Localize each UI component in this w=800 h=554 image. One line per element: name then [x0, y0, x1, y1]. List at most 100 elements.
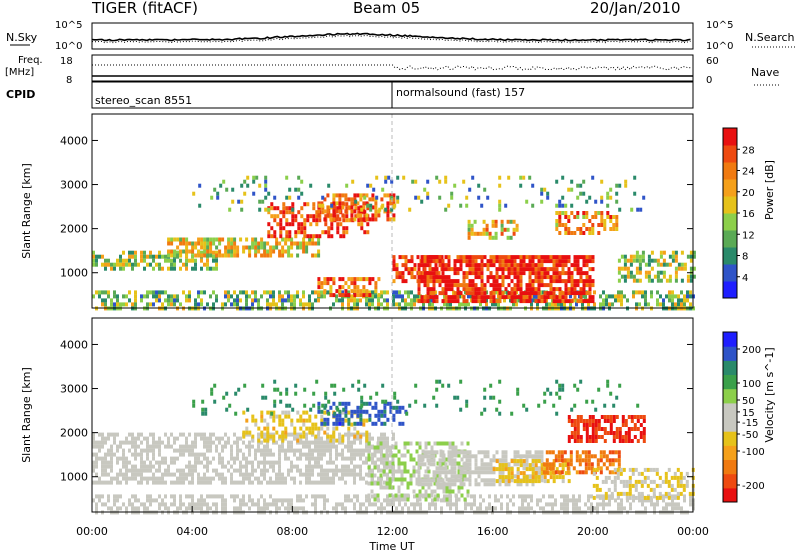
heatmap-cell: [637, 479, 641, 484]
heatmap-cell: [600, 219, 604, 223]
heatmap-cell: [388, 445, 392, 450]
heatmap-cell: [365, 434, 369, 439]
heatmap-cell: [392, 294, 395, 299]
heatmap-cell: [413, 302, 416, 307]
heatmap-cell: [218, 476, 221, 481]
heatmap-cell: [107, 432, 110, 437]
heatmap-cell: [368, 298, 371, 303]
heatmap-cell: [258, 183, 262, 188]
heatmap-cell: [264, 395, 268, 400]
heatmap-cell: [95, 460, 98, 465]
heatmap-cell: [642, 195, 646, 200]
heatmap-cell: [391, 453, 395, 458]
heatmap-cell: [299, 452, 302, 457]
heatmap-cell: [272, 249, 276, 254]
heatmap-cell: [155, 294, 158, 299]
heatmap-cell: [579, 255, 583, 260]
heatmap-cell: [158, 254, 161, 259]
heatmap-cell: [320, 456, 323, 461]
nsky-panel: N.Sky 10^5 10^0 10^5 10^0 N.Search: [6, 20, 795, 52]
heatmap-cell: [542, 494, 545, 499]
heatmap-cell: [128, 262, 131, 267]
heatmap-cell: [350, 413, 354, 418]
heatmap-cell: [234, 391, 238, 396]
heatmap-cell: [242, 245, 246, 250]
heatmap-cell: [104, 266, 107, 271]
heatmap-cell: [293, 426, 297, 431]
heatmap-cell: [134, 494, 137, 499]
heatmap-cell: [266, 430, 270, 435]
heatmap-cell: [537, 450, 541, 455]
heatmap-cell: [451, 489, 455, 494]
cpid-label: CPID: [6, 88, 35, 101]
heatmap-cell: [543, 187, 547, 192]
heatmap-cell: [302, 290, 305, 295]
heatmap-cell: [365, 418, 369, 423]
heatmap-cell: [576, 211, 580, 215]
heatmap-cell: [125, 262, 128, 267]
heatmap-cell: [615, 199, 619, 204]
heatmap-cell: [500, 494, 503, 499]
heatmap-cell: [134, 448, 137, 453]
heatmap-cell: [224, 249, 228, 254]
heatmap-cell: [251, 444, 254, 449]
heatmap-cell: [643, 475, 647, 480]
heatmap-cell: [134, 298, 137, 303]
heatmap-cell: [143, 266, 146, 271]
heatmap-cell: [570, 283, 574, 288]
heatmap-cell: [427, 461, 431, 466]
heatmap-cell: [507, 475, 511, 480]
heatmap-cell: [299, 302, 302, 307]
heatmap-cell: [224, 464, 227, 469]
heatmap-cell: [519, 463, 523, 468]
heatmap-cell: [329, 456, 332, 461]
heatmap-cell: [579, 191, 583, 196]
heatmap-cell: [417, 299, 421, 304]
heatmap-cell: [266, 460, 269, 465]
heatmap-cell: [203, 241, 207, 246]
heatmap-cell: [107, 498, 110, 503]
heatmap-cell: [659, 254, 663, 259]
heatmap-cell: [303, 222, 307, 227]
heatmap-cell: [128, 250, 131, 255]
heatmap-cell: [626, 258, 630, 263]
heatmap-cell: [284, 249, 288, 254]
heatmap-cell: [588, 267, 592, 272]
nave-label: Nave: [751, 66, 779, 79]
heatmap-cell: [456, 283, 460, 288]
heatmap-cell: [395, 506, 398, 511]
heatmap-cell: [212, 432, 215, 437]
heatmap-cell: [632, 254, 636, 259]
heatmap-cell: [485, 302, 488, 307]
heatmap-cell: [630, 419, 634, 423]
heatmap-cell: [386, 401, 390, 406]
heatmap-cell: [233, 460, 236, 465]
heatmap-cell: [674, 254, 678, 259]
heatmap-cell: [170, 253, 174, 258]
heatmap-cell: [633, 435, 637, 439]
heatmap-cell: [689, 278, 693, 283]
heatmap-cell: [600, 215, 604, 219]
heatmap-cell: [293, 452, 296, 457]
heatmap-cell: [450, 482, 454, 487]
heatmap-cell: [194, 502, 197, 507]
heatmap-cell: [170, 502, 173, 507]
y-tick-label: 3000: [60, 383, 88, 396]
heatmap-cell: [260, 418, 264, 423]
heatmap-cell: [272, 460, 275, 465]
heatmap-cell: [480, 267, 484, 272]
heatmap-cell: [320, 418, 324, 423]
heatmap-cell: [263, 468, 266, 473]
heatmap-cell: [245, 502, 248, 507]
heatmap-cell: [650, 290, 653, 295]
heatmap-cell: [628, 491, 632, 496]
heatmap-cell: [275, 302, 278, 307]
heatmap-cell: [326, 205, 330, 210]
heatmap-cell: [321, 203, 325, 208]
heatmap-cell: [122, 464, 125, 469]
heatmap-cell: [394, 445, 398, 450]
heatmap-cell: [594, 215, 598, 219]
heatmap-cell: [254, 502, 257, 507]
heatmap-cell: [212, 237, 216, 242]
heatmap-cell: [569, 294, 572, 299]
